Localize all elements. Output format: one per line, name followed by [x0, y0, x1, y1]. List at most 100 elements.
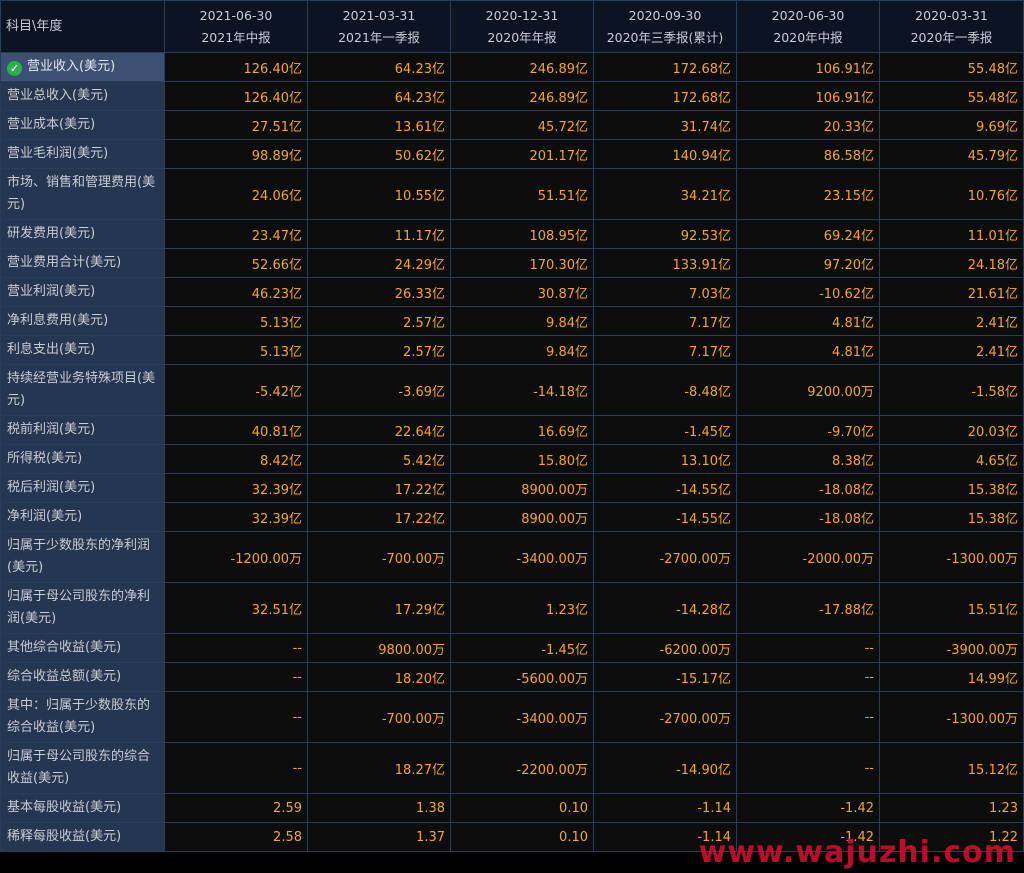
table-row[interactable]: 营业费用合计(美元) 52.66亿 24.29亿 170.30亿 133.91亿 97.2… [0, 248, 1024, 278]
row-label[interactable]: 综合收益总额(美元) [0, 662, 165, 692]
row-label[interactable]: 营业利润(美元) [0, 277, 165, 307]
table-cell: -2700.00万 [593, 531, 737, 583]
table-cell: -1.45亿 [593, 415, 737, 445]
column-header[interactable]: 2020-03-31 2020年一季报 [879, 0, 1024, 53]
table-cell: 15.80亿 [450, 444, 594, 474]
table-row[interactable]: 营业成本(美元) 27.51亿 13.61亿 45.72亿 31.74亿 20.33亿 9.… [0, 110, 1024, 140]
table-cell: 32.51亿 [164, 582, 308, 634]
row-label[interactable]: 其中：归属于少数股东的综合收益(美元) [0, 691, 165, 743]
table-row[interactable]: 归属于少数股东的净利润(美元) -1200.00万 -700.00万 -3400.00… [0, 531, 1024, 583]
row-label[interactable]: 稀释每股收益(美元) [0, 822, 165, 852]
table-cell: -14.55亿 [593, 473, 737, 503]
column-header[interactable]: 2020-12-31 2020年年报 [450, 0, 594, 53]
table-row[interactable]: 其他综合收益(美元) -- 9800.00万 -1.45亿 -6200.00万 -- -39… [0, 633, 1024, 663]
table-row[interactable]: 净利润(美元) 32.39亿 17.22亿 8900.00万 -14.55亿 -18.08… [0, 502, 1024, 532]
table-cell: 45.72亿 [450, 110, 594, 140]
table-cell: -- [164, 742, 308, 794]
table-row[interactable]: 税后利润(美元) 32.39亿 17.22亿 8900.00万 -14.55亿 -18.0… [0, 473, 1024, 503]
table-cell: -700.00万 [307, 691, 451, 743]
table-cell: 18.27亿 [307, 742, 451, 794]
table-cell: -5.42亿 [164, 364, 308, 416]
table-row[interactable]: 基本每股收益(美元) 2.59 1.38 0.10 -1.14 -1.42 1.23 [0, 793, 1024, 823]
row-label[interactable]: 归属于母公司股东的综合收益(美元) [0, 742, 165, 794]
table-cell: 17.29亿 [307, 582, 451, 634]
table-cell: 140.94亿 [593, 139, 737, 169]
row-label[interactable]: ✓ 营业收入(美元) [0, 52, 165, 82]
table-cell: 1.23 [879, 793, 1024, 823]
table-row[interactable]: 综合收益总额(美元) -- 18.20亿 -5600.00万 -15.17亿 -- 14.9… [0, 662, 1024, 692]
table-row[interactable]: 归属于母公司股东的综合收益(美元) -- 18.27亿 -2200.00万 -14.90… [0, 742, 1024, 794]
table-cell: 201.17亿 [450, 139, 594, 169]
row-label[interactable]: 税后利润(美元) [0, 473, 165, 503]
table-row[interactable]: 营业利润(美元) 46.23亿 26.33亿 30.87亿 7.03亿 -10.62亿 21… [0, 277, 1024, 307]
table-cell: 2.59 [164, 793, 308, 823]
row-label[interactable]: 营业总收入(美元) [0, 81, 165, 111]
row-label[interactable]: 营业毛利润(美元) [0, 139, 165, 169]
corner-label: 科目\年度 [0, 0, 165, 53]
row-label[interactable]: 市场、销售和管理费用(美元) [0, 168, 165, 220]
table-cell: -1.14 [593, 822, 737, 852]
table-cell: 2.57亿 [307, 306, 451, 336]
table-cell: -18.08亿 [736, 502, 880, 532]
row-label[interactable]: 其他综合收益(美元) [0, 633, 165, 663]
table-row[interactable]: 营业毛利润(美元) 98.89亿 50.62亿 201.17亿 140.94亿 86.58… [0, 139, 1024, 169]
table-cell: 16.69亿 [450, 415, 594, 445]
row-label[interactable]: 研发费用(美元) [0, 219, 165, 249]
row-label[interactable]: 利息支出(美元) [0, 335, 165, 365]
table-cell: -17.88亿 [736, 582, 880, 634]
table-cell: 52.66亿 [164, 248, 308, 278]
table-row[interactable]: 研发费用(美元) 23.47亿 11.17亿 108.95亿 92.53亿 69.24亿 1… [0, 219, 1024, 249]
column-header[interactable]: 2020-09-30 2020年三季报(累计) [593, 0, 737, 53]
table-body: ✓ 营业收入(美元) 126.40亿 64.23亿 246.89亿 172.68亿 106.… [0, 52, 1024, 852]
row-label[interactable]: 净利润(美元) [0, 502, 165, 532]
table-cell: 1.22 [879, 822, 1024, 852]
row-label[interactable]: 基本每股收益(美元) [0, 793, 165, 823]
row-label[interactable]: 归属于少数股东的净利润(美元) [0, 531, 165, 583]
table-cell: -2000.00万 [736, 531, 880, 583]
row-label[interactable]: 所得税(美元) [0, 444, 165, 474]
table-row[interactable]: 税前利润(美元) 40.81亿 22.64亿 16.69亿 -1.45亿 -9.70亿 20… [0, 415, 1024, 445]
table-cell: 170.30亿 [450, 248, 594, 278]
row-label[interactable]: 净利息费用(美元) [0, 306, 165, 336]
column-header[interactable]: 2021-06-30 2021年中报 [164, 0, 308, 53]
row-label[interactable]: 营业成本(美元) [0, 110, 165, 140]
column-header[interactable]: 2021-03-31 2021年一季报 [307, 0, 451, 53]
column-header[interactable]: 2020-06-30 2020年中报 [736, 0, 880, 53]
table-row[interactable]: 归属于母公司股东的净利润(美元) 32.51亿 17.29亿 1.23亿 -14.28亿… [0, 582, 1024, 634]
table-row[interactable]: 净利息费用(美元) 5.13亿 2.57亿 9.84亿 7.17亿 4.81亿 2.41亿 [0, 306, 1024, 336]
table-cell: 32.39亿 [164, 473, 308, 503]
row-label[interactable]: 归属于母公司股东的净利润(美元) [0, 582, 165, 634]
row-label[interactable]: 营业费用合计(美元) [0, 248, 165, 278]
table-cell: 15.38亿 [879, 473, 1024, 503]
table-row[interactable]: 利息支出(美元) 5.13亿 2.57亿 9.84亿 7.17亿 4.81亿 2.41亿 [0, 335, 1024, 365]
table-cell: -9.70亿 [736, 415, 880, 445]
table-cell: 45.79亿 [879, 139, 1024, 169]
table-cell: 51.51亿 [450, 168, 594, 220]
table-cell: 2.41亿 [879, 306, 1024, 336]
table-row[interactable]: 所得税(美元) 8.42亿 5.42亿 15.80亿 13.10亿 8.38亿 4.65亿 [0, 444, 1024, 474]
table-row[interactable]: 其中：归属于少数股东的综合收益(美元) -- -700.00万 -3400.00万 -2… [0, 691, 1024, 743]
table-cell: -1200.00万 [164, 531, 308, 583]
column-period: 2020年中报 [773, 29, 843, 45]
table-row[interactable]: ✓ 营业收入(美元) 126.40亿 64.23亿 246.89亿 172.68亿 106.… [0, 52, 1024, 82]
row-label[interactable]: 税前利润(美元) [0, 415, 165, 445]
table-row[interactable]: 持续经营业务特殊项目(美元) -5.42亿 -3.69亿 -14.18亿 -8.48亿 9… [0, 364, 1024, 416]
table-cell: -1300.00万 [879, 531, 1024, 583]
table-cell: 8900.00万 [450, 473, 594, 503]
table-cell: 0.10 [450, 822, 594, 852]
table-cell: -5600.00万 [450, 662, 594, 692]
table-row[interactable]: 稀释每股收益(美元) 2.58 1.37 0.10 -1.14 -1.42 1.22 [0, 822, 1024, 852]
table-row[interactable]: 市场、销售和管理费用(美元) 24.06亿 10.55亿 51.51亿 34.21亿 23… [0, 168, 1024, 220]
table-cell: -3400.00万 [450, 691, 594, 743]
table-cell: -- [164, 662, 308, 692]
table-cell: -1.45亿 [450, 633, 594, 663]
row-label-text: 税前利润(美元) [7, 422, 96, 437]
table-cell: -1.14 [593, 793, 737, 823]
table-cell: 11.17亿 [307, 219, 451, 249]
table-cell: 106.91亿 [736, 81, 880, 111]
row-label[interactable]: 持续经营业务特殊项目(美元) [0, 364, 165, 416]
column-date: 2020-03-31 [915, 7, 988, 23]
table-row[interactable]: 营业总收入(美元) 126.40亿 64.23亿 246.89亿 172.68亿 106.… [0, 81, 1024, 111]
table-cell: 126.40亿 [164, 52, 308, 82]
table-cell: 22.64亿 [307, 415, 451, 445]
